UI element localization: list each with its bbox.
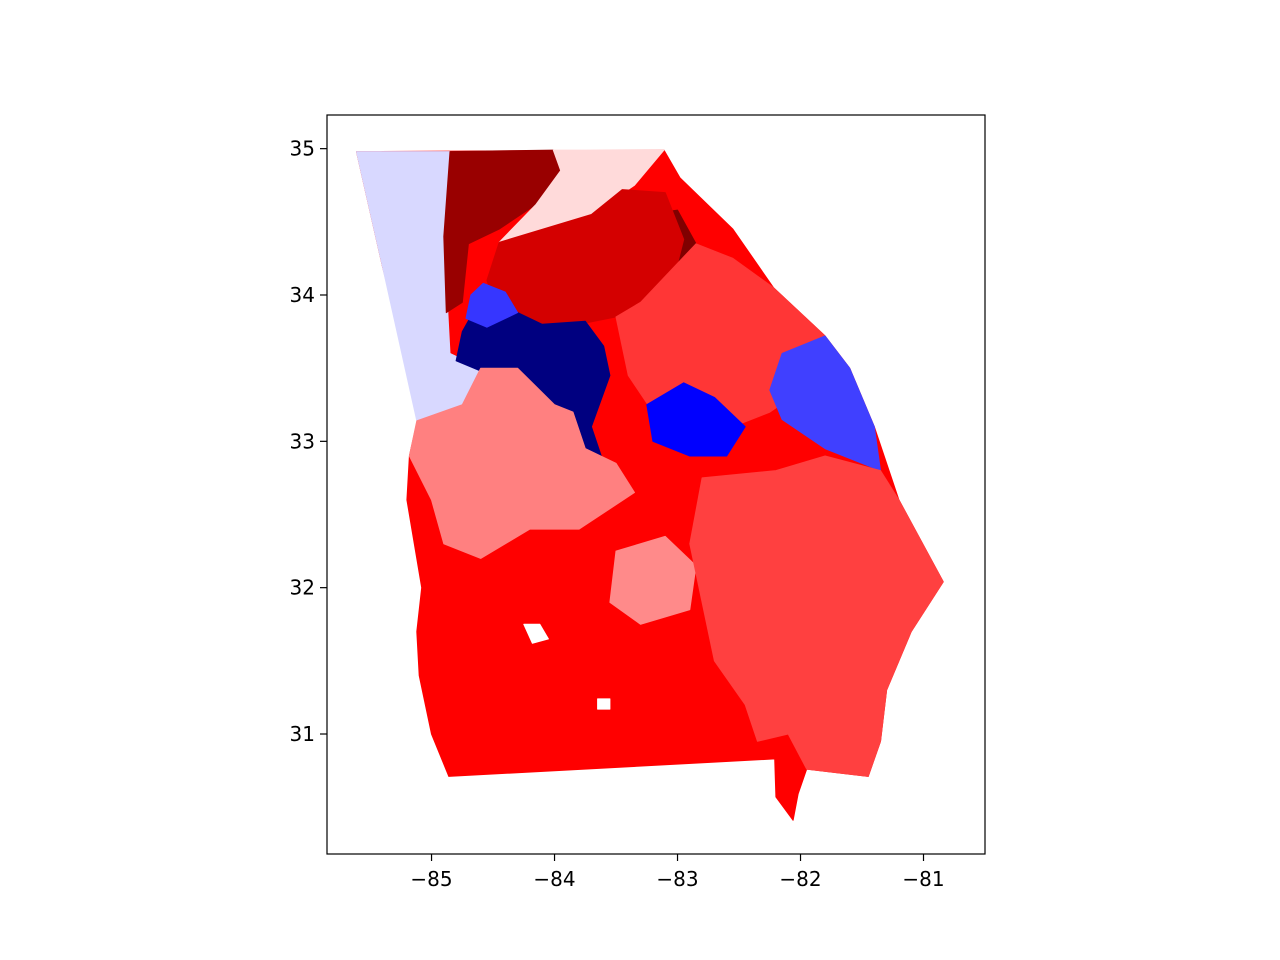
y-tick-label: 32 <box>290 576 315 600</box>
region-hole-south <box>597 698 611 710</box>
map-regions <box>356 149 944 821</box>
x-tick-label: −81 <box>902 867 944 891</box>
x-axis: −85 −84 −83 −82 −81 <box>410 854 945 891</box>
x-tick-label: −84 <box>533 867 575 891</box>
x-tick-label: −83 <box>656 867 698 891</box>
region-coastal-district <box>689 455 944 777</box>
region-hole-west <box>523 623 549 644</box>
y-tick-label: 31 <box>290 722 315 746</box>
x-tick-label: −82 <box>779 867 821 891</box>
y-tick-label: 34 <box>290 283 315 307</box>
axes-frame <box>326 114 986 855</box>
region-cobb-district <box>465 282 519 328</box>
region-southwest-metro-district <box>408 367 635 559</box>
x-tick-label: −85 <box>410 867 452 891</box>
y-axis: 31 32 33 34 35 <box>290 137 327 746</box>
y-tick-label: 35 <box>290 137 315 161</box>
y-tick-label: 33 <box>290 429 315 453</box>
region-macon-district <box>609 535 697 625</box>
region-central-district <box>646 382 746 457</box>
